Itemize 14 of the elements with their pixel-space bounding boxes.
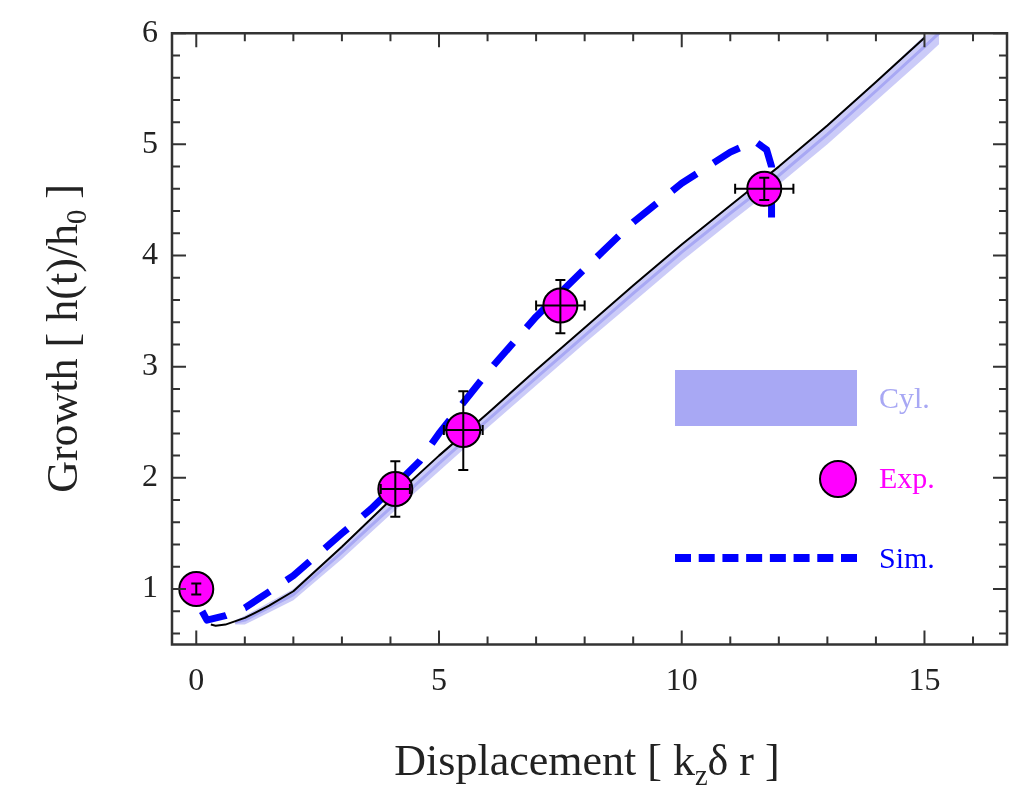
y-tick-label: 4 bbox=[142, 234, 158, 271]
y-tick-label: 6 bbox=[142, 12, 158, 49]
y-tick-label: 2 bbox=[142, 457, 158, 494]
x-tick-label: 0 bbox=[188, 661, 205, 698]
y-tick-label: 5 bbox=[142, 123, 158, 160]
x-axis-title: Displacement [ k$_{z}$δ r ] bbox=[393, 735, 781, 792]
y-tick-label: 1 bbox=[142, 568, 158, 605]
y-tick-label: 3 bbox=[142, 346, 158, 383]
x-tick-label: 10 bbox=[665, 661, 698, 698]
legend-item: Cyl. bbox=[675, 370, 935, 426]
legend-item: Sim. bbox=[675, 530, 935, 586]
x-tick-label: 5 bbox=[431, 661, 448, 698]
legend-item: Exp. bbox=[675, 450, 935, 506]
x-tick-label: 15 bbox=[908, 661, 941, 698]
